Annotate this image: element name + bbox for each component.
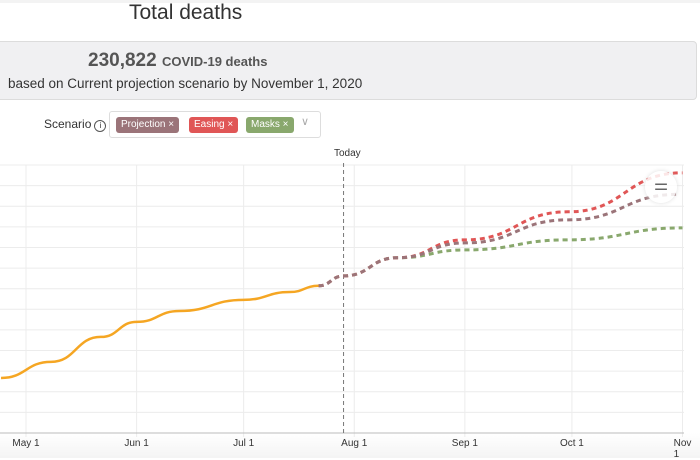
- x-tick-label: Nov 1: [673, 438, 692, 460]
- x-tick-label: Jul 1: [233, 438, 255, 449]
- summary-box: [0, 41, 697, 100]
- tag-masks[interactable]: Masks ×: [246, 117, 294, 133]
- tag-projection[interactable]: Projection ×: [116, 117, 180, 133]
- death-count: 230,822: [88, 50, 157, 71]
- x-tick-label: May 1: [12, 438, 40, 449]
- scenario-select[interactable]: Projection × Easing × Masks × ∨: [109, 111, 321, 138]
- today-label: Today: [334, 148, 361, 159]
- series-easing: [318, 171, 683, 288]
- chevron-down-icon[interactable]: ∨: [301, 116, 310, 128]
- x-tick-label: Sep 1: [451, 438, 478, 449]
- settings-sliders-icon[interactable]: ⚌: [645, 171, 677, 203]
- x-tick-label: Jun 1: [124, 438, 149, 449]
- scenario-label-wrap: Scenario i: [44, 117, 107, 132]
- axis-footer: [0, 433, 700, 458]
- series-projection: [318, 192, 679, 288]
- top-divider: [0, 0, 700, 3]
- tag-easing[interactable]: Easing ×: [189, 117, 239, 133]
- x-tick-label: Aug 1: [341, 438, 368, 449]
- scenario-label: Scenario: [44, 117, 92, 131]
- series-masks: [318, 226, 683, 288]
- death-unit: COVID-19 deaths: [161, 54, 268, 69]
- page-title: Total deaths: [129, 1, 243, 24]
- series-observed: [1, 284, 319, 380]
- summary-subtitle: based on Current projection scenario by …: [8, 76, 363, 91]
- death-total: 230,822 COVID-19 deaths: [88, 50, 267, 72]
- x-tick-label: Oct 1: [559, 438, 584, 449]
- info-icon[interactable]: i: [94, 120, 107, 132]
